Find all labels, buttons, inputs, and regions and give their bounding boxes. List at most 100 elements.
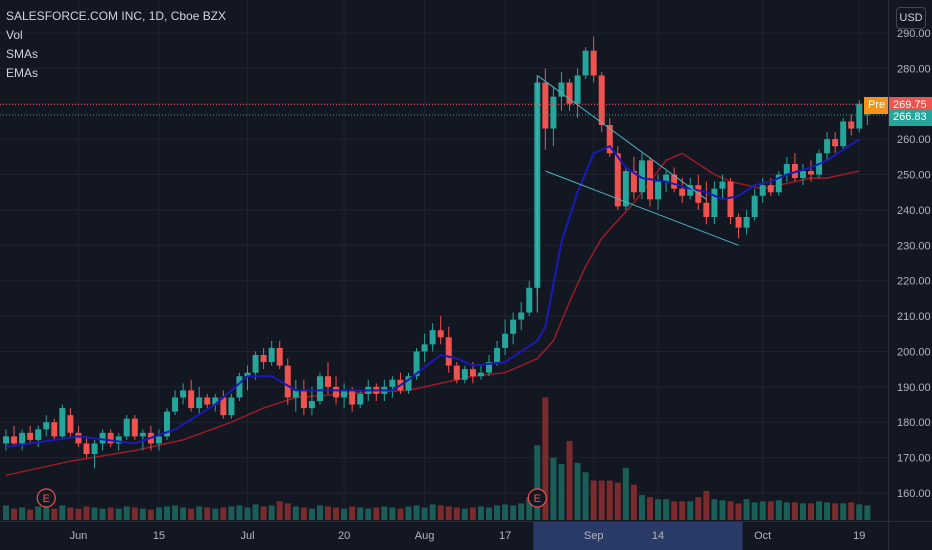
earnings-marker-icon[interactable] [36, 488, 56, 508]
candle-down [606, 125, 613, 154]
volume-bar [735, 503, 742, 520]
candle-down [349, 390, 356, 405]
currency-button[interactable]: USD [896, 7, 926, 29]
candle-up [413, 351, 420, 377]
volume-bar [228, 506, 235, 520]
volume-bar [236, 505, 243, 520]
volume-bar [502, 504, 509, 520]
price-axis-label: 190.00 [897, 382, 931, 394]
candle-up [510, 319, 517, 334]
time-axis-label: Aug [415, 530, 435, 542]
pre-market-tag-label: Pre [864, 96, 888, 114]
symbol-title[interactable]: SALESFORCE.COM INC, 1D, Cboe BZX [6, 9, 227, 23]
price-axis-label: 170.00 [897, 453, 931, 465]
candle-up [308, 401, 315, 409]
volume-bar [83, 506, 90, 520]
candle-up [3, 436, 9, 444]
time-axis-label: 17 [499, 530, 511, 542]
candle-up [518, 312, 525, 320]
volume-bar [767, 501, 774, 520]
volume-bar [759, 501, 766, 520]
candle-down [437, 330, 444, 338]
volume-bar [365, 508, 372, 520]
volume-bar [655, 499, 662, 520]
legend-item-volume[interactable]: Vol [6, 28, 23, 42]
volume-bar [115, 508, 122, 520]
volume-bar [43, 507, 50, 520]
candle-down [566, 82, 573, 104]
candle-up [252, 355, 259, 373]
volume-bar [139, 508, 146, 520]
candle-down [204, 397, 211, 405]
volume-bar [518, 503, 525, 520]
volume-bar [856, 504, 863, 520]
candle-up [558, 82, 565, 97]
candle-up [228, 397, 235, 416]
volume-bar [824, 502, 831, 520]
candle-up [341, 390, 348, 398]
candle-up [719, 181, 726, 189]
volume-bar [840, 503, 847, 520]
candle-up [19, 432, 26, 444]
candle-up [123, 418, 130, 437]
candle-up [316, 376, 323, 401]
candle-down [83, 443, 90, 455]
volume-bar [526, 497, 533, 520]
time-axis-label: 19 [853, 530, 865, 542]
trendline-drawing[interactable] [537, 75, 707, 200]
earnings-marker-icon[interactable] [527, 488, 547, 508]
candle-up [751, 195, 758, 217]
volume-bar [11, 508, 18, 520]
trendline-drawing[interactable] [545, 170, 739, 246]
volume-bar [799, 503, 806, 520]
candle-down [260, 355, 267, 363]
candle-down [614, 153, 621, 207]
candle-up [268, 347, 275, 363]
candle-up [91, 443, 98, 455]
price-axis-label: 160.00 [897, 488, 931, 500]
candle-down [703, 202, 710, 217]
volume-bar [791, 502, 798, 520]
time-axis-label: Jun [70, 530, 88, 542]
volume-bar [558, 463, 565, 520]
volume-bar [550, 457, 557, 520]
legend-item-emas[interactable]: EMAs [6, 66, 39, 80]
candle-down [630, 171, 637, 193]
candle-up [663, 174, 670, 182]
volume-bar [445, 506, 452, 520]
candle-up [357, 393, 364, 405]
volume-bar [147, 509, 154, 520]
volume-bar [630, 484, 637, 520]
volume-bar [59, 505, 66, 520]
time-axis-label: 20 [338, 530, 350, 542]
candle-up [236, 376, 243, 398]
volume-bar [461, 508, 468, 520]
legend-item-smas[interactable]: SMAs [6, 47, 39, 61]
candle-down [75, 432, 82, 444]
candle-up [99, 432, 106, 444]
volume-bar [783, 502, 790, 520]
volume-bar [220, 507, 227, 520]
price-axis-label: 210.00 [897, 311, 931, 323]
price-axis-label: 180.00 [897, 417, 931, 429]
candle-down [333, 386, 340, 398]
candle-down [791, 163, 798, 179]
candle-up [526, 287, 533, 313]
candle-up [622, 171, 629, 207]
volume-bar [67, 507, 74, 520]
candle-up [180, 390, 187, 398]
volume-bar [695, 497, 702, 520]
time-range-highlight [533, 521, 743, 550]
volume-bar [486, 507, 492, 520]
volume-bar [671, 501, 678, 520]
candle-up [172, 397, 179, 412]
volume-bar [99, 508, 106, 520]
volume-bar [260, 506, 267, 520]
candle-down [325, 376, 331, 387]
candle-up [655, 181, 662, 200]
volume-bar [864, 505, 871, 520]
volume-bar [204, 507, 211, 520]
candle-up [502, 333, 509, 348]
volume-bar [333, 507, 340, 520]
